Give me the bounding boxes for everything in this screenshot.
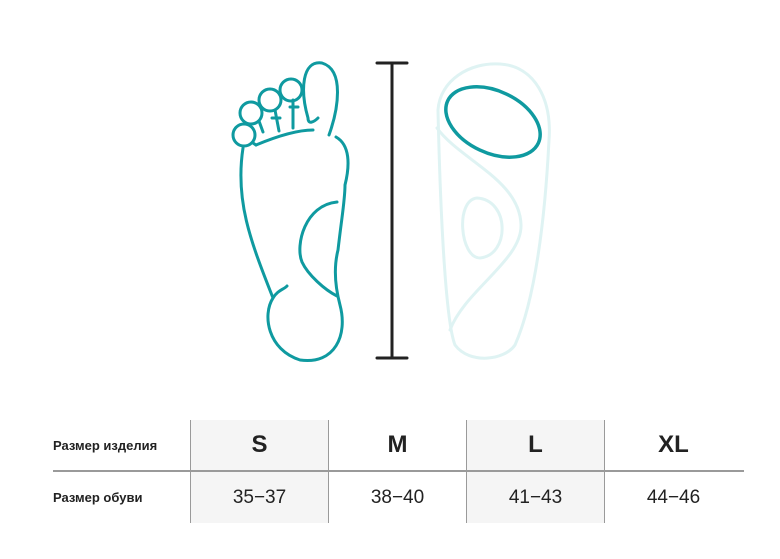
size-cell: L — [466, 420, 604, 470]
table-row-shoe-size: Размер обуви 35−37 38−40 41−43 44−46 — [53, 472, 744, 523]
size-cell: M — [328, 420, 466, 470]
shoe-size-cell: 44−46 — [604, 472, 742, 523]
row-label: Размер изделия — [53, 437, 158, 453]
shoe-size-cell: 41−43 — [466, 472, 604, 523]
insole-icon — [435, 62, 551, 360]
shoe-size-cell: 35−37 — [190, 472, 328, 523]
size-table: Размер изделия S M L XL Размер обуви 35−… — [53, 420, 744, 523]
row-label: Размер обуви — [53, 490, 143, 505]
size-cell: XL — [604, 420, 742, 470]
foot-size-illustration — [231, 61, 551, 362]
foot-icon — [231, 61, 350, 362]
ruler-icon — [375, 61, 409, 360]
table-row-product-size: Размер изделия S M L XL — [53, 420, 744, 472]
shoe-size-cell: 38−40 — [328, 472, 466, 523]
size-cell: S — [190, 420, 328, 470]
